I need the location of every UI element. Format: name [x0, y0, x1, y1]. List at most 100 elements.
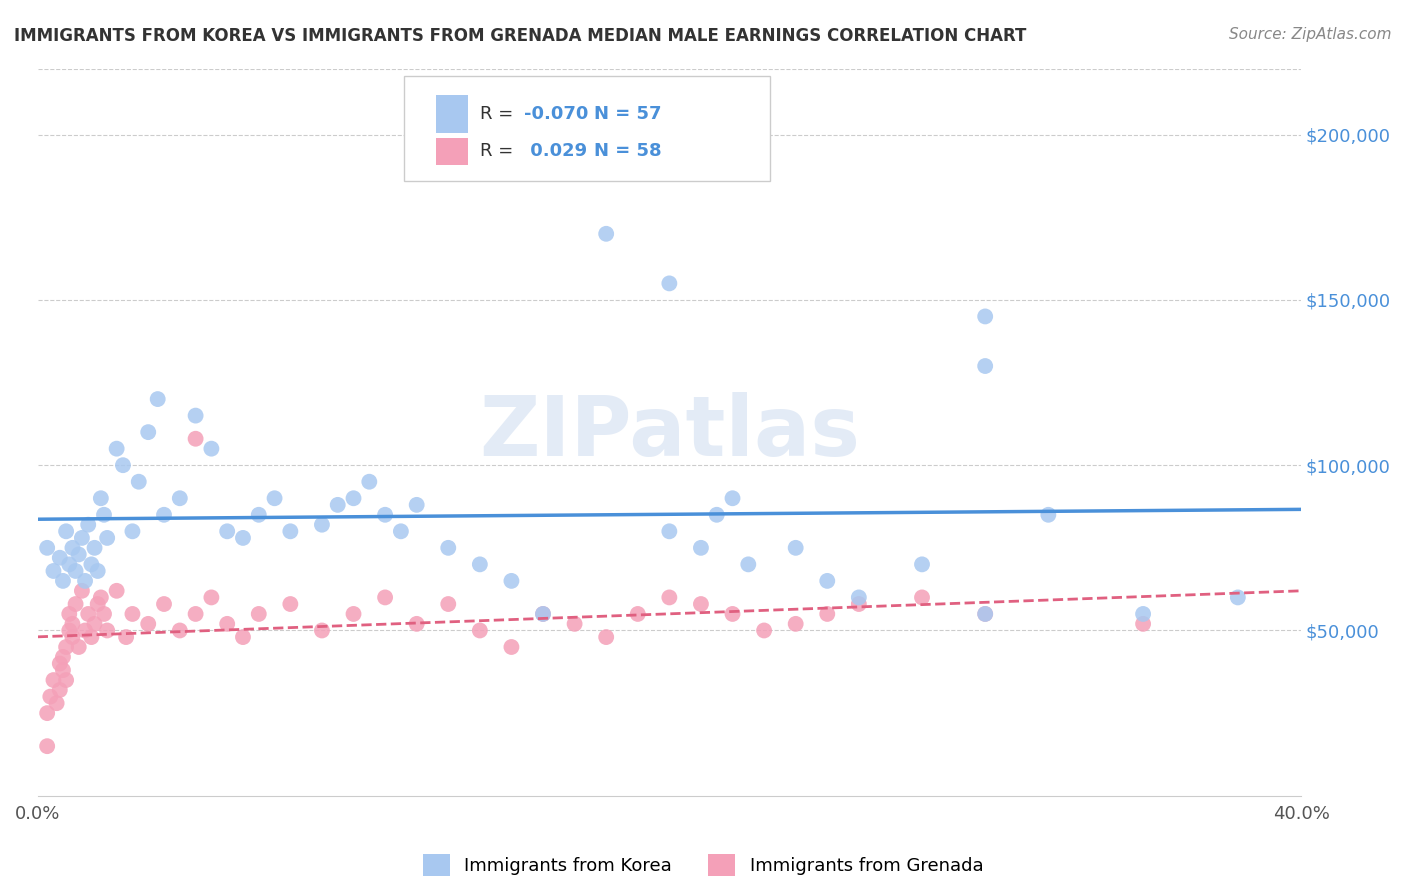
Point [83, 541, 105, 555]
Point [77, 517, 100, 532]
Text: Source: ZipAtlas.com: Source: ZipAtlas.com [1229, 27, 1392, 42]
Point [374, 591, 396, 605]
Point [184, 432, 207, 446]
Point [65, 597, 87, 611]
Point [232, 531, 254, 545]
Point [86, 564, 108, 578]
Text: 0.029: 0.029 [524, 143, 588, 161]
Point [52, 574, 75, 588]
Point [247, 607, 270, 621]
Point [136, 616, 159, 631]
Point [437, 597, 460, 611]
Point [153, 508, 176, 522]
Point [721, 607, 744, 621]
Point [86, 597, 108, 611]
Point [217, 524, 239, 539]
FancyBboxPatch shape [436, 138, 468, 164]
Point [169, 491, 191, 506]
Point [65, 564, 87, 578]
Point [342, 491, 364, 506]
Point [80, 630, 103, 644]
Point [1132, 607, 1154, 621]
Point [658, 524, 681, 539]
Point [70, 531, 93, 545]
Point [115, 630, 138, 644]
Point [83, 616, 105, 631]
Point [342, 607, 364, 621]
Point [49, 657, 72, 671]
Point [911, 558, 934, 572]
Point [848, 597, 870, 611]
Point [658, 591, 681, 605]
Point [55, 640, 77, 654]
Point [531, 607, 554, 621]
Text: IMMIGRANTS FROM KOREA VS IMMIGRANTS FROM GRENADA MEDIAN MALE EARNINGS CORRELATIO: IMMIGRANTS FROM KOREA VS IMMIGRANTS FROM… [14, 27, 1026, 45]
Point [55, 673, 77, 687]
Point [974, 607, 997, 621]
Point [595, 227, 617, 241]
Point [785, 616, 807, 631]
Point [1132, 616, 1154, 631]
Point [974, 359, 997, 373]
Point [49, 683, 72, 698]
Point [42, 673, 65, 687]
Point [67, 548, 90, 562]
Point [405, 498, 427, 512]
Point [62, 541, 84, 555]
Point [374, 508, 396, 522]
Point [1038, 508, 1060, 522]
Point [70, 583, 93, 598]
Point [200, 442, 222, 456]
Point [121, 607, 143, 621]
Point [1226, 591, 1249, 605]
Point [184, 409, 207, 423]
Point [658, 277, 681, 291]
Point [42, 564, 65, 578]
Point [49, 550, 72, 565]
Point [62, 630, 84, 644]
Point [136, 425, 159, 439]
Text: N = 58: N = 58 [593, 143, 661, 161]
Point [468, 558, 491, 572]
Point [111, 458, 134, 473]
Point [815, 574, 838, 588]
Text: -0.070: -0.070 [524, 104, 589, 122]
Point [146, 392, 169, 406]
Point [37, 739, 59, 754]
Point [90, 491, 112, 506]
Point [752, 624, 775, 638]
Legend: Immigrants from Korea, Immigrants from Grenada: Immigrants from Korea, Immigrants from G… [416, 847, 990, 883]
Point [52, 649, 75, 664]
Point [721, 491, 744, 506]
Text: ZIPatlas: ZIPatlas [479, 392, 860, 473]
Point [121, 524, 143, 539]
Point [706, 508, 728, 522]
Point [785, 541, 807, 555]
Point [501, 640, 523, 654]
Point [247, 508, 270, 522]
Point [690, 541, 713, 555]
Point [815, 607, 838, 621]
Point [595, 630, 617, 644]
Point [690, 597, 713, 611]
Point [280, 597, 302, 611]
Point [389, 524, 412, 539]
Point [564, 616, 586, 631]
Point [359, 475, 381, 489]
FancyBboxPatch shape [404, 76, 770, 181]
Point [311, 624, 333, 638]
Point [96, 624, 118, 638]
Point [73, 624, 96, 638]
Point [468, 624, 491, 638]
Text: R =: R = [479, 143, 513, 161]
Point [90, 591, 112, 605]
Point [67, 640, 90, 654]
Point [105, 442, 128, 456]
Text: R =: R = [479, 104, 513, 122]
Point [531, 607, 554, 621]
Point [263, 491, 285, 506]
Point [437, 541, 460, 555]
Point [77, 607, 100, 621]
Point [58, 558, 80, 572]
Text: N = 57: N = 57 [593, 104, 661, 122]
